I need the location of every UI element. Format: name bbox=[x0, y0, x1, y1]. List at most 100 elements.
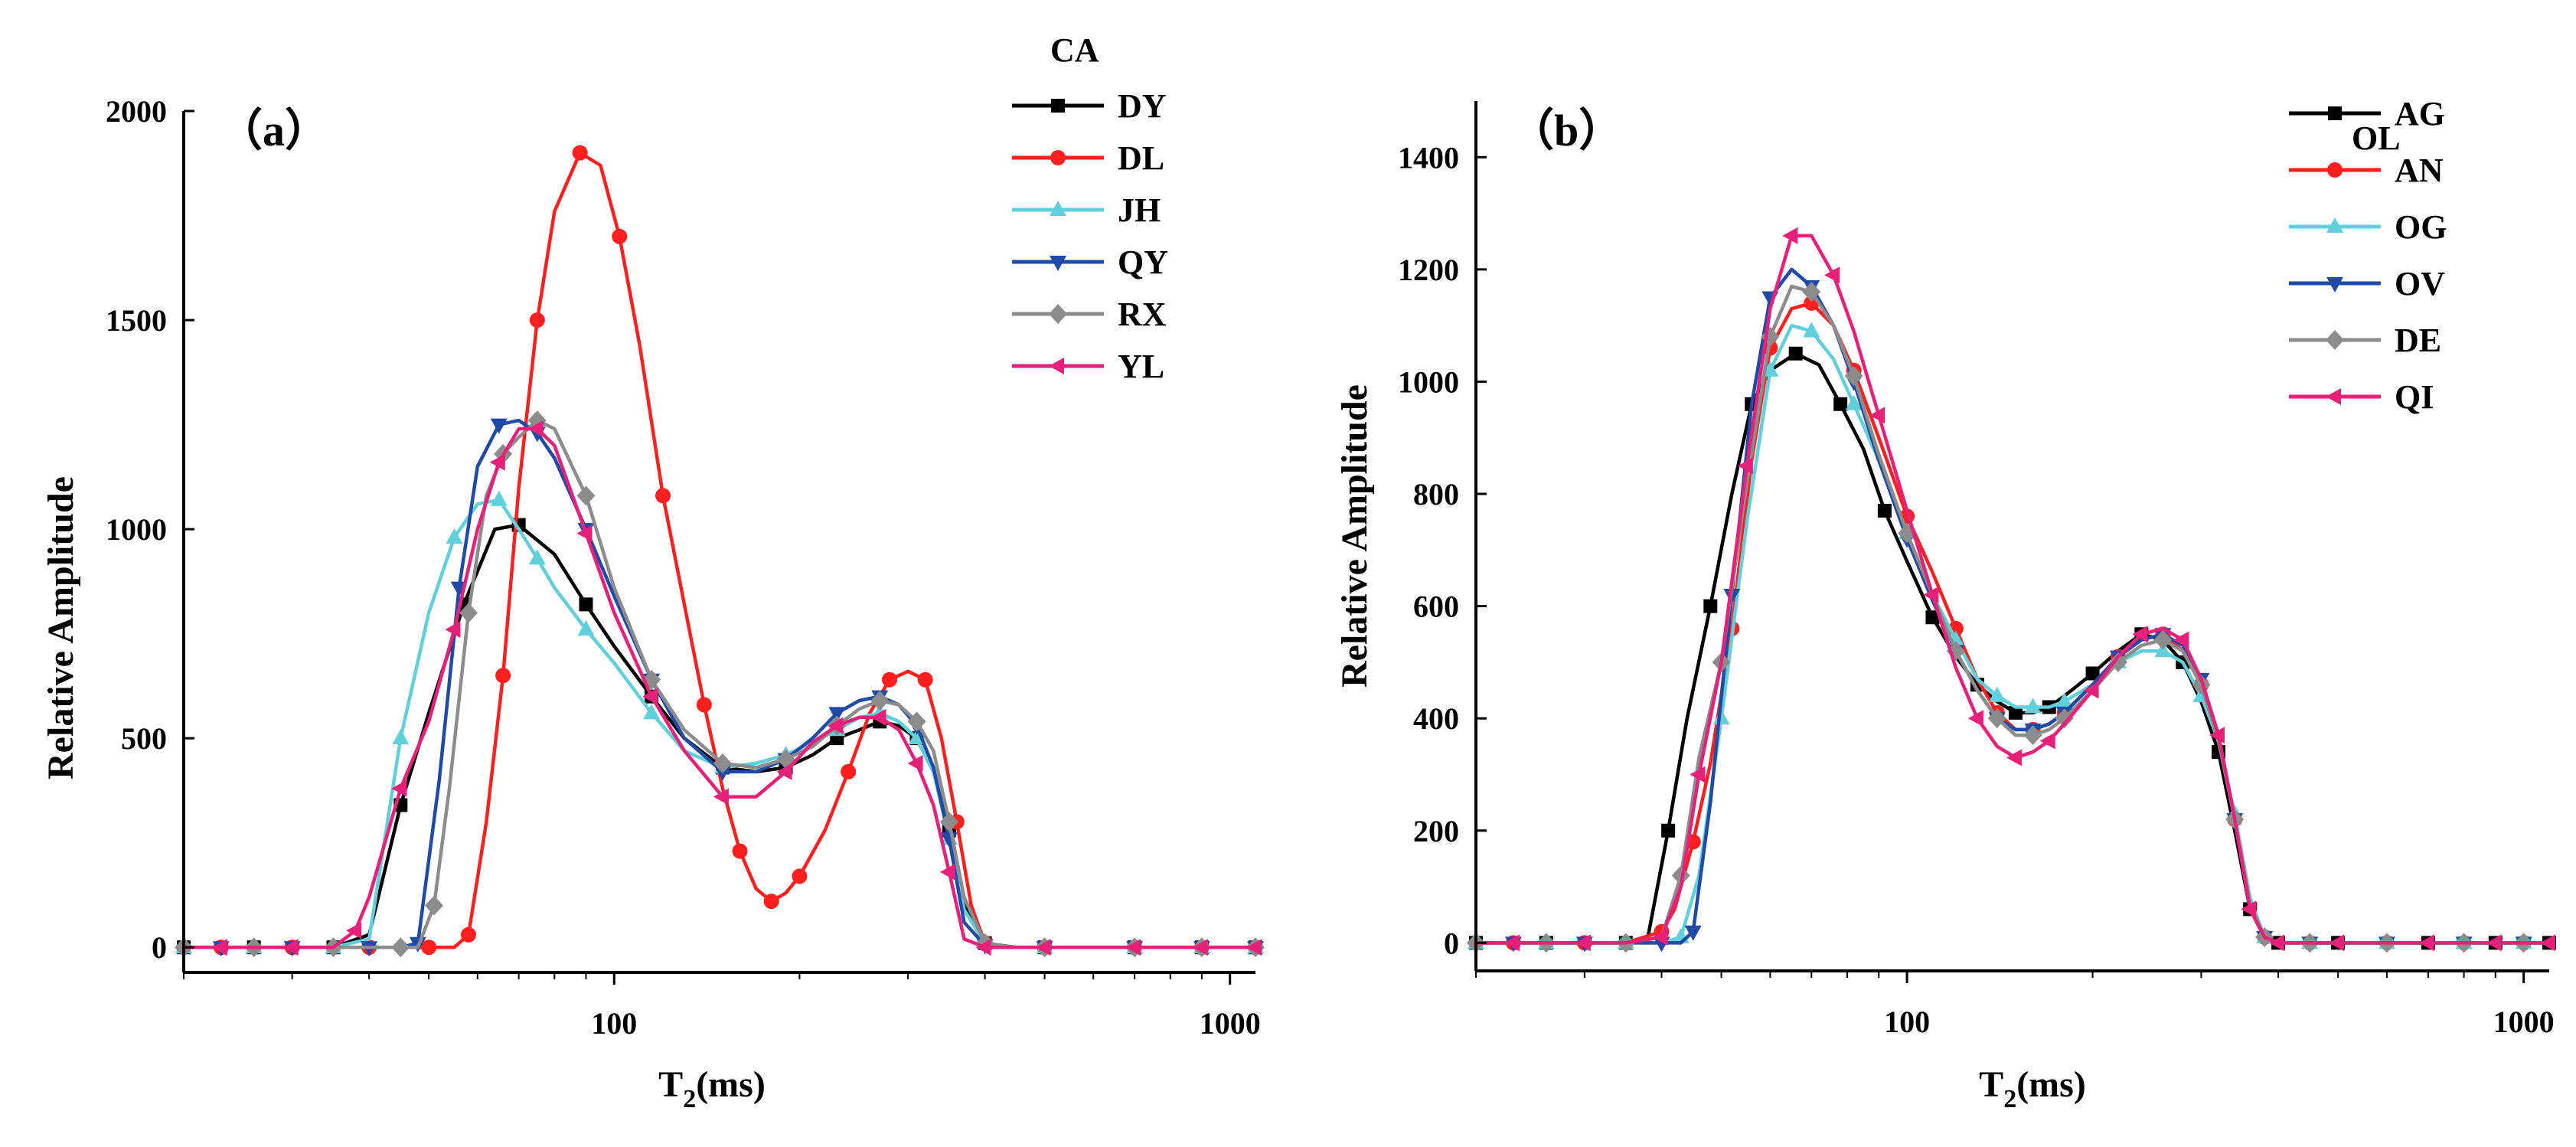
marker-legend-yl-0 bbox=[1049, 358, 1064, 374]
marker-de-22 bbox=[2023, 725, 2042, 746]
legend-label-qy: QY bbox=[1118, 243, 1168, 281]
marker-jh-8 bbox=[446, 528, 463, 544]
marker-og-14 bbox=[1845, 394, 1863, 410]
marker-dy-12 bbox=[579, 597, 593, 612]
marker-qi-19 bbox=[1967, 710, 1983, 727]
legend-label-rx: RX bbox=[1118, 296, 1167, 333]
y-tick-label-a-0: 0 bbox=[152, 930, 167, 965]
legend-item-dl: DL bbox=[1012, 139, 1164, 177]
series-yl bbox=[181, 420, 1262, 956]
marker-dl-27 bbox=[792, 868, 808, 884]
marker-yl-9 bbox=[445, 621, 461, 639]
x-axis-title-b-rest: (ms) bbox=[2016, 1064, 2086, 1105]
marker-dl-11 bbox=[495, 668, 511, 684]
marker-jh-6 bbox=[392, 729, 410, 745]
marker-dl-19 bbox=[655, 488, 671, 504]
marker-ag-6 bbox=[1661, 823, 1676, 838]
marker-qy-23 bbox=[828, 707, 846, 723]
marker-legend-dy-0 bbox=[1051, 99, 1065, 113]
marker-ag-12 bbox=[1788, 346, 1803, 361]
legend-item-qi: QI bbox=[2289, 378, 2434, 416]
marker-legend-an-0 bbox=[2327, 162, 2343, 178]
line-qi bbox=[1474, 234, 2552, 945]
marker-ag-18 bbox=[1925, 610, 1940, 625]
x-tick-label-a-0: 100 bbox=[591, 1006, 637, 1041]
y-tick-label-a-4: 2000 bbox=[106, 94, 167, 129]
series-qi bbox=[1474, 227, 2555, 952]
x-axis-title-a-main: T bbox=[658, 1064, 683, 1105]
marker-qi-7 bbox=[1690, 766, 1706, 783]
marker-legend-dl-0 bbox=[1050, 150, 1066, 165]
marker-de-12 bbox=[1802, 282, 1821, 302]
legend-title-b: OL bbox=[2352, 119, 2401, 157]
marker-de-14 bbox=[1844, 366, 1863, 387]
legend-title-a: CA bbox=[1050, 31, 1099, 69]
marker-qi-3 bbox=[1575, 934, 1591, 952]
panel-label-b: （b） bbox=[1510, 106, 1623, 155]
y-tick-label-b-7: 1400 bbox=[1398, 140, 1459, 175]
marker-qy-11 bbox=[490, 418, 508, 434]
marker-yl-31 bbox=[975, 939, 991, 956]
marker-qi-1 bbox=[1503, 934, 1520, 952]
y-tick-label-a-2: 1000 bbox=[106, 512, 167, 547]
legend-label-ov: OV bbox=[2395, 265, 2445, 302]
marker-ag-16 bbox=[1877, 504, 1892, 518]
marker-qi-5 bbox=[1652, 929, 1668, 946]
marker-yl-27 bbox=[907, 754, 923, 772]
marker-yl-19 bbox=[713, 788, 729, 806]
marker-qi-15 bbox=[1869, 407, 1885, 424]
ticks-b: 0 200 400 600 800 1000 1200 1400 100 1000 bbox=[1398, 140, 2555, 1039]
marker-yl-21 bbox=[776, 763, 792, 780]
marker-qi-41 bbox=[2486, 934, 2502, 952]
marker-qi-33 bbox=[2241, 900, 2257, 918]
marker-qi-27 bbox=[2132, 626, 2148, 643]
marker-ag-14 bbox=[1833, 397, 1848, 411]
marker-yl-3 bbox=[282, 939, 299, 956]
line-yl bbox=[181, 426, 1258, 949]
x-tick-label-a-1: 1000 bbox=[1200, 1006, 1261, 1041]
x-axis-title-a-sub: 2 bbox=[683, 1085, 696, 1113]
marker-rx-8 bbox=[425, 895, 444, 916]
chart-panel-a: 0 500 1000 1500 2000 100 1000 （a） Relative Amp… bbox=[41, 31, 1265, 1113]
marker-rx-16 bbox=[576, 485, 596, 506]
marker-de-20 bbox=[1987, 708, 2006, 729]
marker-dl-17 bbox=[612, 228, 628, 244]
marker-qi-17 bbox=[1923, 586, 1939, 603]
marker-qi-23 bbox=[2039, 732, 2055, 750]
marker-jh-10 bbox=[490, 490, 508, 506]
y-tick-label-a-1: 500 bbox=[121, 721, 167, 756]
marker-qi-43 bbox=[2540, 934, 2555, 952]
legend-item-jh: JH bbox=[1012, 191, 1161, 229]
marker-yl-37 bbox=[1192, 939, 1208, 956]
marker-yl-7 bbox=[391, 779, 407, 797]
marker-dl-9 bbox=[460, 926, 476, 943]
marker-de-26 bbox=[2108, 652, 2127, 672]
marker-rx-26 bbox=[870, 691, 890, 711]
marker-dl-13 bbox=[529, 312, 545, 328]
series-layer-a bbox=[175, 145, 1265, 958]
x-axis-title-b-sub: 2 bbox=[2003, 1085, 2016, 1113]
marker-qi-21 bbox=[2006, 749, 2022, 766]
chart-panel-b: 0 200 400 600 800 1000 1200 1400 100 1000 （b） Rel… bbox=[1334, 95, 2556, 1113]
marker-yl-11 bbox=[489, 453, 505, 471]
y-tick-label-b-3: 600 bbox=[1413, 590, 1459, 624]
legend-label-og: OG bbox=[2395, 208, 2447, 246]
legend-label-dl: DL bbox=[1118, 139, 1164, 177]
legend-item-ag: AG bbox=[2289, 95, 2445, 132]
x-axis-title-a: T2(ms) bbox=[658, 1064, 766, 1113]
marker-yl-35 bbox=[1125, 939, 1141, 956]
marker-og-24 bbox=[2055, 692, 2073, 708]
marker-dl-29 bbox=[841, 763, 857, 779]
y-tick-label-b-0: 0 bbox=[1444, 926, 1459, 960]
y-tick-label-b-4: 800 bbox=[1413, 477, 1459, 511]
marker-qi-11 bbox=[1782, 227, 1798, 244]
legend-item-dy: DY bbox=[1012, 87, 1167, 125]
x-axis-title-a-rest: (ms) bbox=[696, 1064, 766, 1105]
legend-label-jh: JH bbox=[1118, 191, 1161, 229]
marker-rx-30 bbox=[939, 812, 958, 832]
legend-item-yl: YL bbox=[1012, 348, 1164, 385]
marker-qi-39 bbox=[2418, 934, 2434, 952]
y-tick-label-a-3: 1500 bbox=[106, 303, 167, 338]
marker-yl-39 bbox=[1246, 939, 1262, 956]
